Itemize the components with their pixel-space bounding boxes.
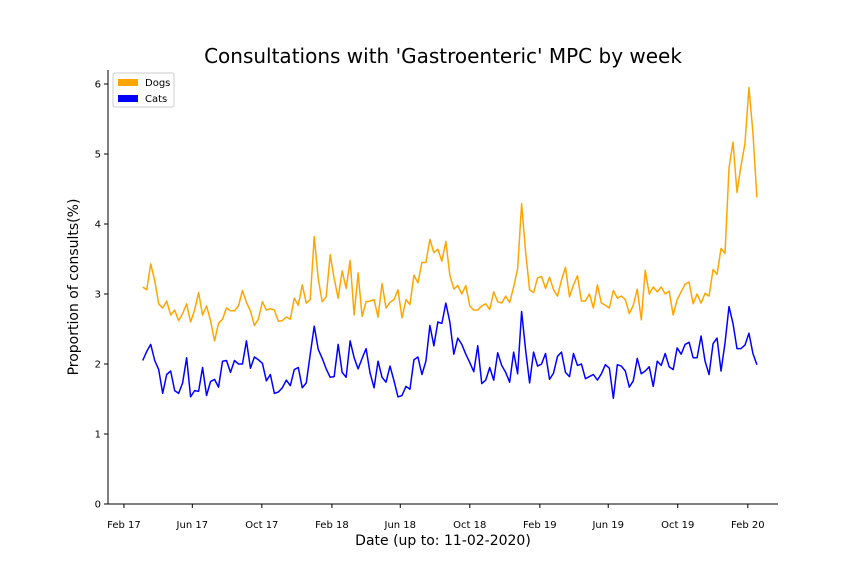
- x-tick-label: Feb 18: [315, 520, 349, 531]
- x-tick-label: Feb 17: [107, 520, 141, 531]
- y-tick-label: 3: [95, 290, 101, 301]
- y-axis-label: Proportion of consults(%): [66, 199, 82, 376]
- legend-swatch-dogs: [118, 79, 138, 86]
- x-tick-label: Jun 18: [384, 520, 417, 531]
- series-line-dogs: [142, 86, 758, 342]
- x-tick-label: Oct 19: [661, 520, 694, 531]
- x-axis-label: Date (up to: 11-02-2020): [355, 533, 531, 549]
- x-tick-label: Jun 17: [176, 520, 209, 531]
- y-tick-label: 0: [95, 500, 101, 511]
- series-lines: [142, 86, 758, 400]
- x-tick-label: Oct 18: [453, 520, 486, 531]
- x-axis: Feb 17 Jun 17 Oct 17 Feb 18 Jun 18 Oct 18 Feb …: [107, 504, 765, 531]
- legend-swatch-cats: [118, 95, 138, 102]
- y-tick-label: 6: [95, 80, 101, 91]
- series-line-cats: [142, 302, 758, 400]
- chart-title: Consultations with 'Gastroenteric' MPC b…: [204, 44, 682, 68]
- y-tick-label: 4: [95, 220, 101, 231]
- legend: Dogs Cats: [112, 72, 175, 108]
- y-tick-label: 1: [95, 430, 101, 441]
- legend-label-cats: Cats: [145, 94, 167, 105]
- x-tick-label: Jun 19: [591, 520, 624, 531]
- y-tick-label: 2: [95, 360, 101, 371]
- plot-area: [107, 70, 778, 505]
- x-tick-label: Feb 20: [731, 520, 765, 531]
- legend-label-dogs: Dogs: [145, 78, 170, 89]
- y-axis: 0 1 2 3 4 5 6: [95, 80, 108, 511]
- x-tick-label: Feb 19: [523, 520, 557, 531]
- y-tick-label: 5: [95, 150, 101, 161]
- x-tick-label: Oct 17: [245, 520, 278, 531]
